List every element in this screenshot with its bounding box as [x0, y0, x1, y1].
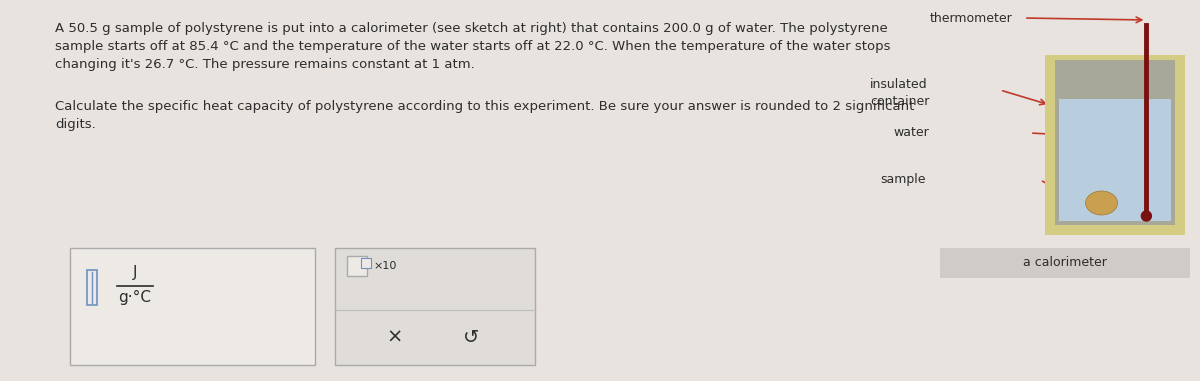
Bar — [335, 248, 535, 365]
Text: a calorimeter: a calorimeter — [1024, 256, 1106, 269]
Text: Calculate the specific heat capacity of polystyrene according to this experiment: Calculate the specific heat capacity of … — [55, 100, 914, 113]
Text: J: J — [133, 265, 137, 280]
Text: water: water — [893, 126, 929, 139]
Text: digits.: digits. — [55, 118, 96, 131]
Text: A 50.5 g sample of polystyrene is put into a calorimeter (see sketch at right) t: A 50.5 g sample of polystyrene is put in… — [55, 22, 888, 35]
Text: sample starts off at 85.4 °C and the temperature of the water starts off at 22.0: sample starts off at 85.4 °C and the tem… — [55, 40, 890, 53]
Text: thermometer: thermometer — [930, 11, 1013, 24]
Bar — [1045, 55, 1186, 235]
Text: ↺: ↺ — [463, 328, 479, 346]
Bar — [88, 270, 97, 305]
Ellipse shape — [1086, 191, 1117, 215]
Text: ×: × — [386, 328, 403, 346]
Bar — [940, 248, 1190, 278]
Text: g·°C: g·°C — [119, 290, 151, 305]
Bar — [347, 256, 367, 276]
Bar — [361, 258, 371, 268]
Circle shape — [1141, 211, 1151, 221]
Bar — [1060, 99, 1171, 221]
Bar — [1055, 60, 1175, 225]
Text: sample: sample — [880, 173, 925, 187]
Bar — [70, 248, 314, 365]
Text: ×10: ×10 — [373, 261, 396, 271]
Text: changing it's 26.7 °C. The pressure remains constant at 1 atm.: changing it's 26.7 °C. The pressure rema… — [55, 58, 475, 71]
Text: insulated
container: insulated container — [870, 78, 929, 108]
